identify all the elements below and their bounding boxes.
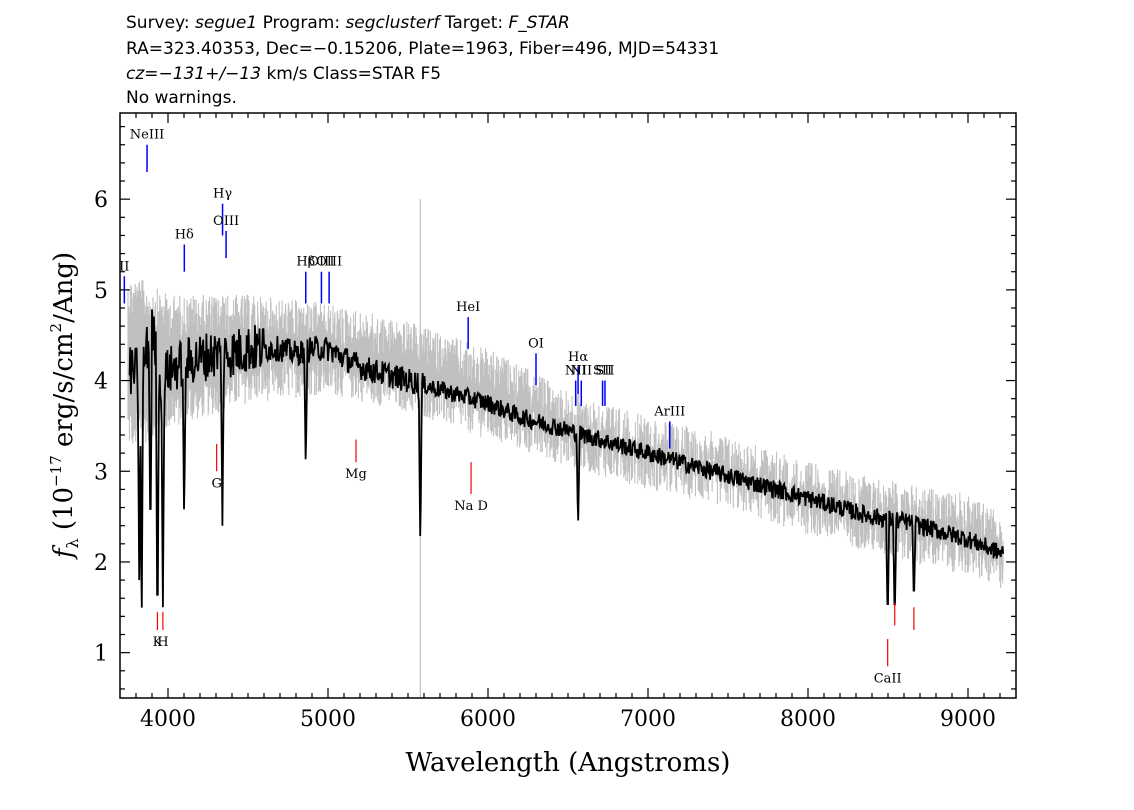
emission-line-label: Hβ: [296, 255, 315, 270]
emission-line-label: HeI: [456, 300, 480, 315]
header-text-part: cz=−131+/−13: [126, 64, 261, 84]
y-tick-label: 5: [94, 279, 108, 304]
emission-line-label: OIII: [308, 255, 334, 270]
header-line-1: Survey: segue1 Program: segclusterf Targ…: [126, 13, 570, 33]
emission-line-label: II: [119, 259, 129, 274]
emission-line-label: Hγ: [213, 187, 232, 202]
header-text-part: Target:: [439, 13, 508, 33]
x-tick-label: 8000: [780, 707, 836, 732]
emission-line-label: OIII: [213, 214, 239, 229]
header-text-part: segclusterf: [345, 13, 442, 33]
emission-line-label: OI: [528, 336, 544, 351]
y-tick-label: 1: [94, 642, 108, 667]
header-text-part: Program:: [257, 13, 345, 33]
emission-line-label: Hδ: [175, 228, 194, 243]
x-tick-label: 5000: [300, 707, 356, 732]
emission-line-label: SII: [595, 364, 614, 379]
y-tick-label: 6: [94, 188, 108, 213]
emission-line-label: NII: [570, 364, 592, 379]
y-axis-label: fλ (10−17 erg/s/cm2/Ang): [47, 252, 82, 560]
absorption-line-label: Mg: [345, 467, 367, 482]
emission-line-label: ArIII: [653, 404, 685, 419]
header-text-part: Survey:: [126, 13, 195, 33]
y-tick-label: 4: [94, 370, 108, 395]
error-envelope: [127, 199, 1004, 698]
absorption-line-label: H: [157, 635, 168, 650]
header-line-4: No warnings.: [126, 88, 237, 108]
x-axis-label: Wavelength (Angstroms): [406, 748, 731, 778]
flux-series: [128, 309, 1005, 608]
header-line-3: cz=−131+/−13 km/s Class=STAR F5: [126, 64, 441, 84]
y-tick-label: 3: [94, 460, 108, 485]
emission-line-label: SII: [593, 364, 612, 379]
emission-line-label: NeIII: [130, 128, 164, 143]
absorption-line-label: CaII: [874, 671, 902, 686]
header-line-2: RA=323.40353, Dec=−0.15206, Plate=1963, …: [126, 39, 719, 59]
absorption-line-label: K: [153, 635, 163, 650]
y-tick-label: 2: [94, 551, 108, 576]
emission-line-label: OIII: [316, 255, 342, 270]
flux-line: [128, 309, 1005, 608]
x-tick-label: 7000: [620, 707, 676, 732]
header-text-part: F_STAR: [509, 13, 570, 33]
emission-line-label: Hα: [568, 350, 588, 365]
header-text-part: segue1: [195, 13, 257, 33]
absorption-line-label: G: [211, 476, 221, 491]
absorption-line-label: Na D: [454, 499, 488, 514]
x-tick-label: 4000: [140, 707, 196, 732]
x-tick-label: 9000: [940, 707, 996, 732]
axes: 4000 5000 6000 7000 8000 9000 1 2 3 4 5 6: [94, 112, 1017, 732]
header-text-part: km/s Class=STAR F5: [261, 64, 441, 84]
svg-text:fλ (10−17 erg/s/cm2/Ang): fλ (10−17 erg/s/cm2/Ang): [47, 252, 82, 560]
emission-line-label: NII: [565, 364, 587, 379]
x-tick-label: 6000: [460, 707, 516, 732]
